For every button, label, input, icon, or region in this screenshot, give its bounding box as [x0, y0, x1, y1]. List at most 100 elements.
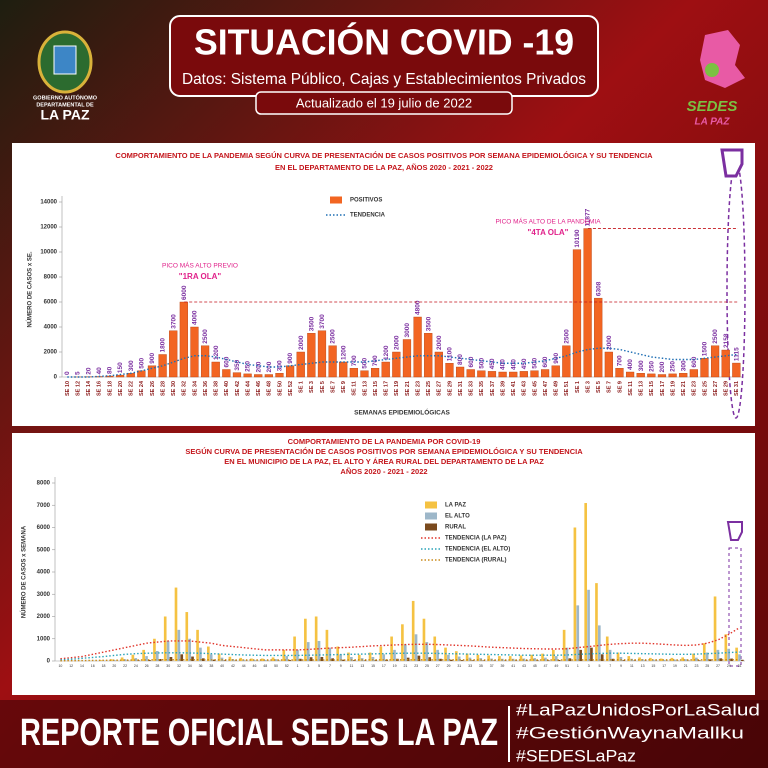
x-tick-label: SE 25 [702, 381, 708, 396]
chart-title: SEGÚN CURVA DE PRESENTACIÓN DE CASOS POS… [185, 447, 583, 456]
bar [598, 625, 601, 661]
x-tick-label: SE 39 [500, 381, 506, 396]
x-tick-label: SE 33 [469, 381, 475, 396]
bar [622, 660, 626, 661]
logo-text: GOBIERNO AUTÓNOMO [33, 93, 98, 101]
bar [370, 368, 380, 378]
bar [413, 316, 422, 378]
bar [477, 370, 486, 378]
x-tick-label: 37 [490, 664, 494, 668]
x-tick-label: SE 5 [320, 381, 326, 393]
y-tick-label: 3000 [37, 592, 51, 598]
bar [120, 657, 124, 661]
bar [541, 653, 544, 661]
bar [339, 654, 342, 661]
logo-text: LA PAZ [695, 117, 731, 128]
bar [288, 659, 291, 661]
x-tick-label: SE 5 [596, 381, 602, 393]
hashtag: #SEDESLaPaz [516, 746, 636, 765]
value-label: 2500 [202, 329, 209, 344]
bar [454, 651, 458, 661]
bar [572, 249, 582, 378]
chart-title: EN EL DEPARTAMENTO DE LA PAZ, AÑOS 2020 … [275, 163, 493, 172]
bar [562, 629, 566, 661]
bar [314, 616, 318, 661]
legend-label: POSITIVOS [350, 198, 382, 204]
pointer-icon [720, 148, 744, 178]
trend-line [67, 347, 737, 378]
updated-date: Actualizado el 19 julio de 2022 [296, 95, 472, 110]
value-label: 300 [638, 360, 645, 371]
bar [466, 369, 475, 378]
bar [498, 371, 507, 378]
value-label: 300 [277, 360, 284, 371]
bar [393, 649, 396, 661]
x-tick-label: SE 40 [224, 381, 230, 396]
bar [649, 657, 652, 661]
annotation: PICO MÁS ALTO DE LA PANDEMIA [495, 217, 601, 226]
footer-title: REPORTE OFICIAL SEDES LA PAZ [20, 712, 498, 754]
value-label: 10190 [574, 229, 581, 247]
bar [382, 654, 386, 661]
bar [368, 652, 372, 661]
bar [131, 654, 135, 661]
bar [604, 351, 613, 378]
bar [697, 660, 701, 661]
x-tick-label: 19 [393, 664, 397, 668]
value-label: 450 [489, 358, 496, 369]
hashtag: #GestiónWaynaMallku [516, 723, 744, 742]
bar [317, 640, 321, 661]
bar [379, 646, 383, 661]
x-axis-label: SEMANAS EPIDEMIOLÓGICAS [354, 408, 450, 417]
bar [498, 656, 501, 661]
bar [551, 365, 560, 378]
x-tick-label: 43 [522, 664, 526, 668]
x-tick-label: 11 [630, 664, 634, 668]
bar [455, 366, 465, 378]
x-tick-label: 33 [468, 664, 472, 668]
x-tick-label: 12 [69, 664, 73, 668]
bar [417, 655, 421, 661]
bar [573, 527, 577, 661]
x-tick-label: 29 [727, 664, 731, 668]
x-tick-label: 31 [738, 664, 742, 668]
x-tick-label: 30 [166, 664, 170, 668]
footer-band [0, 700, 768, 768]
x-tick-label: SE 3 [309, 381, 315, 393]
legend-label: TENDENCIA (EL ALTO) [445, 547, 510, 553]
y-tick-label: 5000 [37, 547, 51, 553]
x-tick-label: SE 45 [532, 381, 538, 396]
bar [177, 629, 181, 661]
chart-title: EN EL MUNICIPIO DE LA PAZ, EL ALTO Y ÁRE… [224, 457, 544, 466]
x-tick-label: SE 35 [479, 381, 485, 396]
x-tick-label: 50 [274, 664, 278, 668]
bar [357, 654, 361, 661]
header-subtitle: Datos: Sistema Público, Cajas y Establec… [182, 71, 586, 88]
x-tick-label: SE 15 [649, 381, 655, 396]
bar [636, 373, 645, 378]
x-tick-label: 1 [577, 664, 579, 668]
map-icon [705, 63, 719, 77]
x-tick-label: 44 [242, 664, 246, 668]
value-label: 1500 [702, 341, 709, 356]
bar [557, 659, 561, 661]
bar [670, 657, 674, 661]
bar [428, 657, 432, 661]
bar [565, 647, 569, 661]
x-tick-label: SE 1 [299, 381, 305, 393]
value-label: 3700 [319, 314, 326, 329]
bar [169, 330, 178, 378]
value-label: 2158 [723, 333, 730, 348]
bar [188, 638, 191, 661]
x-tick-label: 52 [285, 664, 289, 668]
y-axis-label: NÚMERO DE CASOS x SEMANA [21, 525, 28, 618]
bar [616, 652, 620, 661]
bar [191, 656, 194, 661]
bar [339, 361, 348, 378]
bar [148, 659, 151, 661]
x-tick-label: 19 [673, 664, 677, 668]
bar [320, 656, 324, 661]
value-label: 300 [680, 360, 687, 371]
value-label: 900 [149, 353, 156, 364]
x-tick-label: SE 42 [235, 381, 241, 396]
